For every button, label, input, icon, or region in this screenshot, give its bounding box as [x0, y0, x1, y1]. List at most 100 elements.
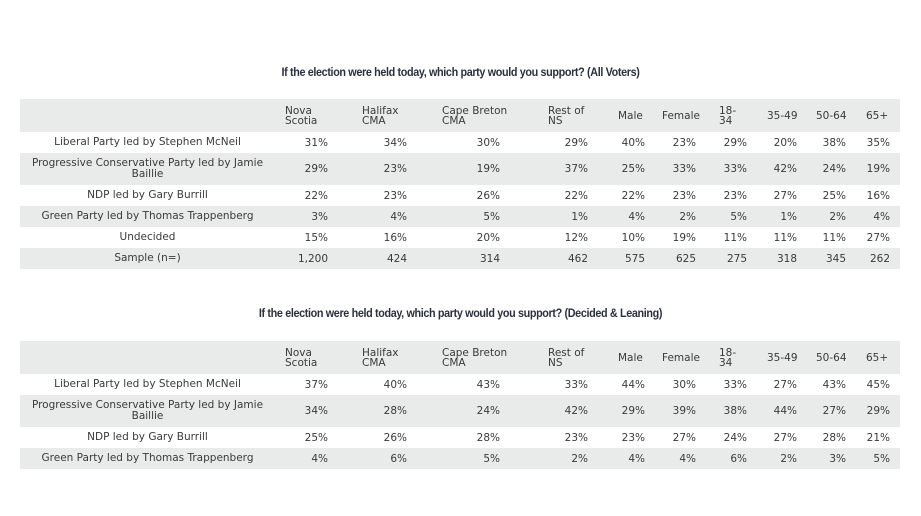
table-row: Liberal Party led by Stephen McNeil 31% 34…: [20, 132, 900, 153]
table-row: Liberal Party led by Stephen McNeil 37% 40…: [20, 374, 900, 395]
table-row: NDP led by Gary Burrill 22% 23% 26% 22% 22% 23…: [20, 185, 900, 206]
column-header-line: Scotia: [285, 114, 318, 127]
row-label: Undecided: [119, 231, 176, 243]
cell-value: 4%: [628, 210, 645, 223]
cell-value: 2%: [571, 452, 588, 465]
cell-value: 23%: [723, 189, 747, 202]
column-header: 65+: [856, 110, 900, 121]
column-header-line: Female: [662, 351, 700, 364]
column-header-line: 34: [719, 114, 733, 127]
cell-value: 5%: [483, 210, 500, 223]
cell-value: 34%: [383, 136, 407, 149]
column-header-line: CMA: [442, 114, 466, 127]
cell-value: 22%: [621, 189, 645, 202]
column-header: Nova Scotia: [275, 104, 352, 127]
cell-value: 25%: [621, 163, 645, 175]
cell-value: 262: [869, 252, 890, 265]
column-header-line: 50-64: [816, 109, 847, 122]
cell-value: 38%: [723, 405, 747, 417]
cell-value: 2%: [679, 210, 696, 223]
column-header: Female: [652, 351, 709, 364]
cell-value: 43%: [822, 378, 846, 391]
cell-value: 29%: [621, 405, 645, 417]
table-title-all-voters: If the election were held today, which p…: [281, 65, 640, 79]
cell-value: 24%: [476, 405, 500, 417]
column-header-line: Female: [662, 109, 700, 122]
cell-value: 575: [624, 252, 645, 265]
column-header-line: Male: [618, 109, 643, 122]
column-header: 65+: [856, 352, 900, 363]
cell-value: 5%: [730, 210, 747, 223]
cell-value: 31%: [304, 136, 328, 149]
cell-value: 42%: [564, 405, 588, 417]
column-header-line: Nova: [285, 104, 312, 117]
cell-value: 6%: [390, 452, 407, 465]
cell-value: 4%: [390, 210, 407, 223]
cell-value: 28%: [476, 431, 500, 444]
column-header-line: Nova: [285, 346, 312, 359]
cell-value: 345: [825, 252, 846, 265]
row-label: NDP led by Gary Burrill: [87, 431, 208, 443]
column-header-line: 18-: [719, 346, 737, 359]
cell-value: 40%: [621, 136, 645, 149]
row-label: Progressive Conservative Party led by Ja…: [31, 157, 264, 180]
column-header-line: 50-64: [816, 351, 847, 364]
cell-value: 25%: [304, 431, 328, 444]
cell-value: 424: [386, 252, 407, 265]
row-label: Liberal Party led by Stephen McNeil: [54, 378, 241, 390]
cell-value: 23%: [564, 431, 588, 444]
cell-value: 40%: [383, 378, 407, 391]
table-row: Green Party led by Thomas Trappenberg 4% 6…: [20, 448, 900, 469]
column-header-line: Male: [618, 351, 643, 364]
column-header: 50-64: [806, 351, 856, 364]
cell-value: 33%: [723, 163, 747, 175]
column-header-line: Halifax: [362, 346, 399, 359]
column-header: Nova Scotia: [275, 346, 352, 369]
cell-value: 44%: [621, 378, 645, 391]
cell-value: 4%: [628, 452, 645, 465]
column-header: 35-49: [757, 109, 806, 122]
cell-value: 22%: [564, 189, 588, 202]
cell-value: 3%: [829, 452, 846, 465]
cell-value: 19%: [672, 231, 696, 244]
column-header-line: NS: [548, 114, 563, 127]
column-header-line: CMA: [362, 114, 386, 127]
cell-value: 24%: [822, 163, 846, 175]
column-header-line: Rest of: [548, 346, 585, 359]
cell-value: 19%: [866, 163, 890, 175]
cell-value: 4%: [679, 452, 696, 465]
column-header: Male: [608, 109, 652, 122]
column-header-line: 35-49: [767, 109, 798, 122]
cell-value: 25%: [822, 189, 846, 202]
cell-value: 30%: [476, 136, 500, 149]
cell-value: 23%: [672, 189, 696, 202]
cell-value: 29%: [304, 163, 328, 175]
column-header: Male: [608, 351, 652, 364]
cell-value: 1%: [571, 210, 588, 223]
cell-value: 11%: [773, 231, 797, 244]
cell-value: 3%: [311, 210, 328, 223]
column-header-line: NS: [548, 356, 563, 369]
column-header: 35-49: [757, 352, 806, 363]
cell-value: 16%: [866, 189, 890, 202]
cell-value: 6%: [730, 452, 747, 465]
column-header: Cape Breton CMA: [432, 104, 538, 127]
header-row: Nova Scotia Halifax CMA Cape Breton CMA Rest o…: [20, 341, 900, 374]
cell-value: 23%: [383, 189, 407, 202]
cell-value: 23%: [383, 163, 407, 175]
table-title-decided-leaning: If the election were held today, which p…: [258, 306, 663, 320]
column-header: 18- 34: [709, 105, 757, 127]
column-header-line: 34: [719, 356, 733, 369]
table-row: NDP led by Gary Burrill 25% 26% 28% 23% 23% 27…: [20, 427, 900, 448]
cell-value: 27%: [773, 378, 797, 391]
cell-value: 26%: [476, 189, 500, 202]
cell-value: 23%: [672, 136, 696, 149]
cell-value: 2%: [829, 210, 846, 223]
column-header-line: Scotia: [285, 356, 318, 369]
cell-value: 5%: [483, 452, 500, 465]
cell-value: 1,200: [297, 252, 328, 265]
column-header: Halifax CMA: [352, 346, 432, 368]
cell-value: 27%: [822, 405, 846, 417]
column-header-line: Cape Breton: [442, 104, 508, 117]
cell-value: 42%: [773, 163, 797, 175]
